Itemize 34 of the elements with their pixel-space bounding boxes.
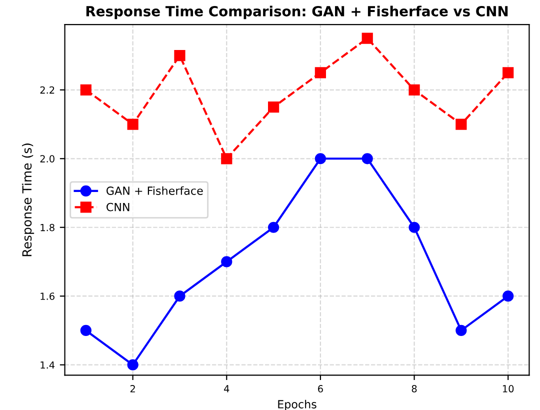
y-tick-label: 2.0 [40, 155, 54, 162]
legend-label: GAN + Fisherface [106, 186, 203, 195]
point [314, 67, 326, 78]
point [80, 84, 92, 96]
point [80, 324, 92, 336]
x-tick-label: 2 [130, 385, 135, 392]
point [456, 118, 467, 130]
point [268, 102, 280, 113]
point [174, 290, 186, 302]
y-tick-label: 1.8 [40, 224, 54, 232]
point [408, 84, 420, 96]
point [408, 222, 420, 233]
x-tick-label: 6 [318, 385, 323, 392]
point [174, 50, 186, 62]
point [362, 153, 373, 164]
point [268, 222, 280, 233]
point [456, 324, 467, 336]
x-tick-label: 4 [224, 385, 230, 392]
point [127, 118, 138, 130]
y-tick-label: 1.6 [40, 292, 54, 300]
point [314, 153, 326, 164]
point [502, 290, 514, 302]
point [221, 153, 232, 164]
x-tick-label: 8 [412, 385, 417, 392]
point [362, 32, 373, 44]
x-tick-label: 10 [502, 385, 514, 392]
y-tick-label: 1.4 [40, 361, 55, 369]
y-tick-label: 2.2 [40, 86, 54, 94]
y-axis-title: Response Time (s) [22, 144, 34, 256]
legend-label: CNN [106, 202, 130, 212]
point [127, 359, 138, 370]
point [221, 256, 232, 268]
chart-title: Response Time Comparison: GAN + Fisherface vs CNN [86, 6, 508, 20]
point [502, 67, 514, 78]
